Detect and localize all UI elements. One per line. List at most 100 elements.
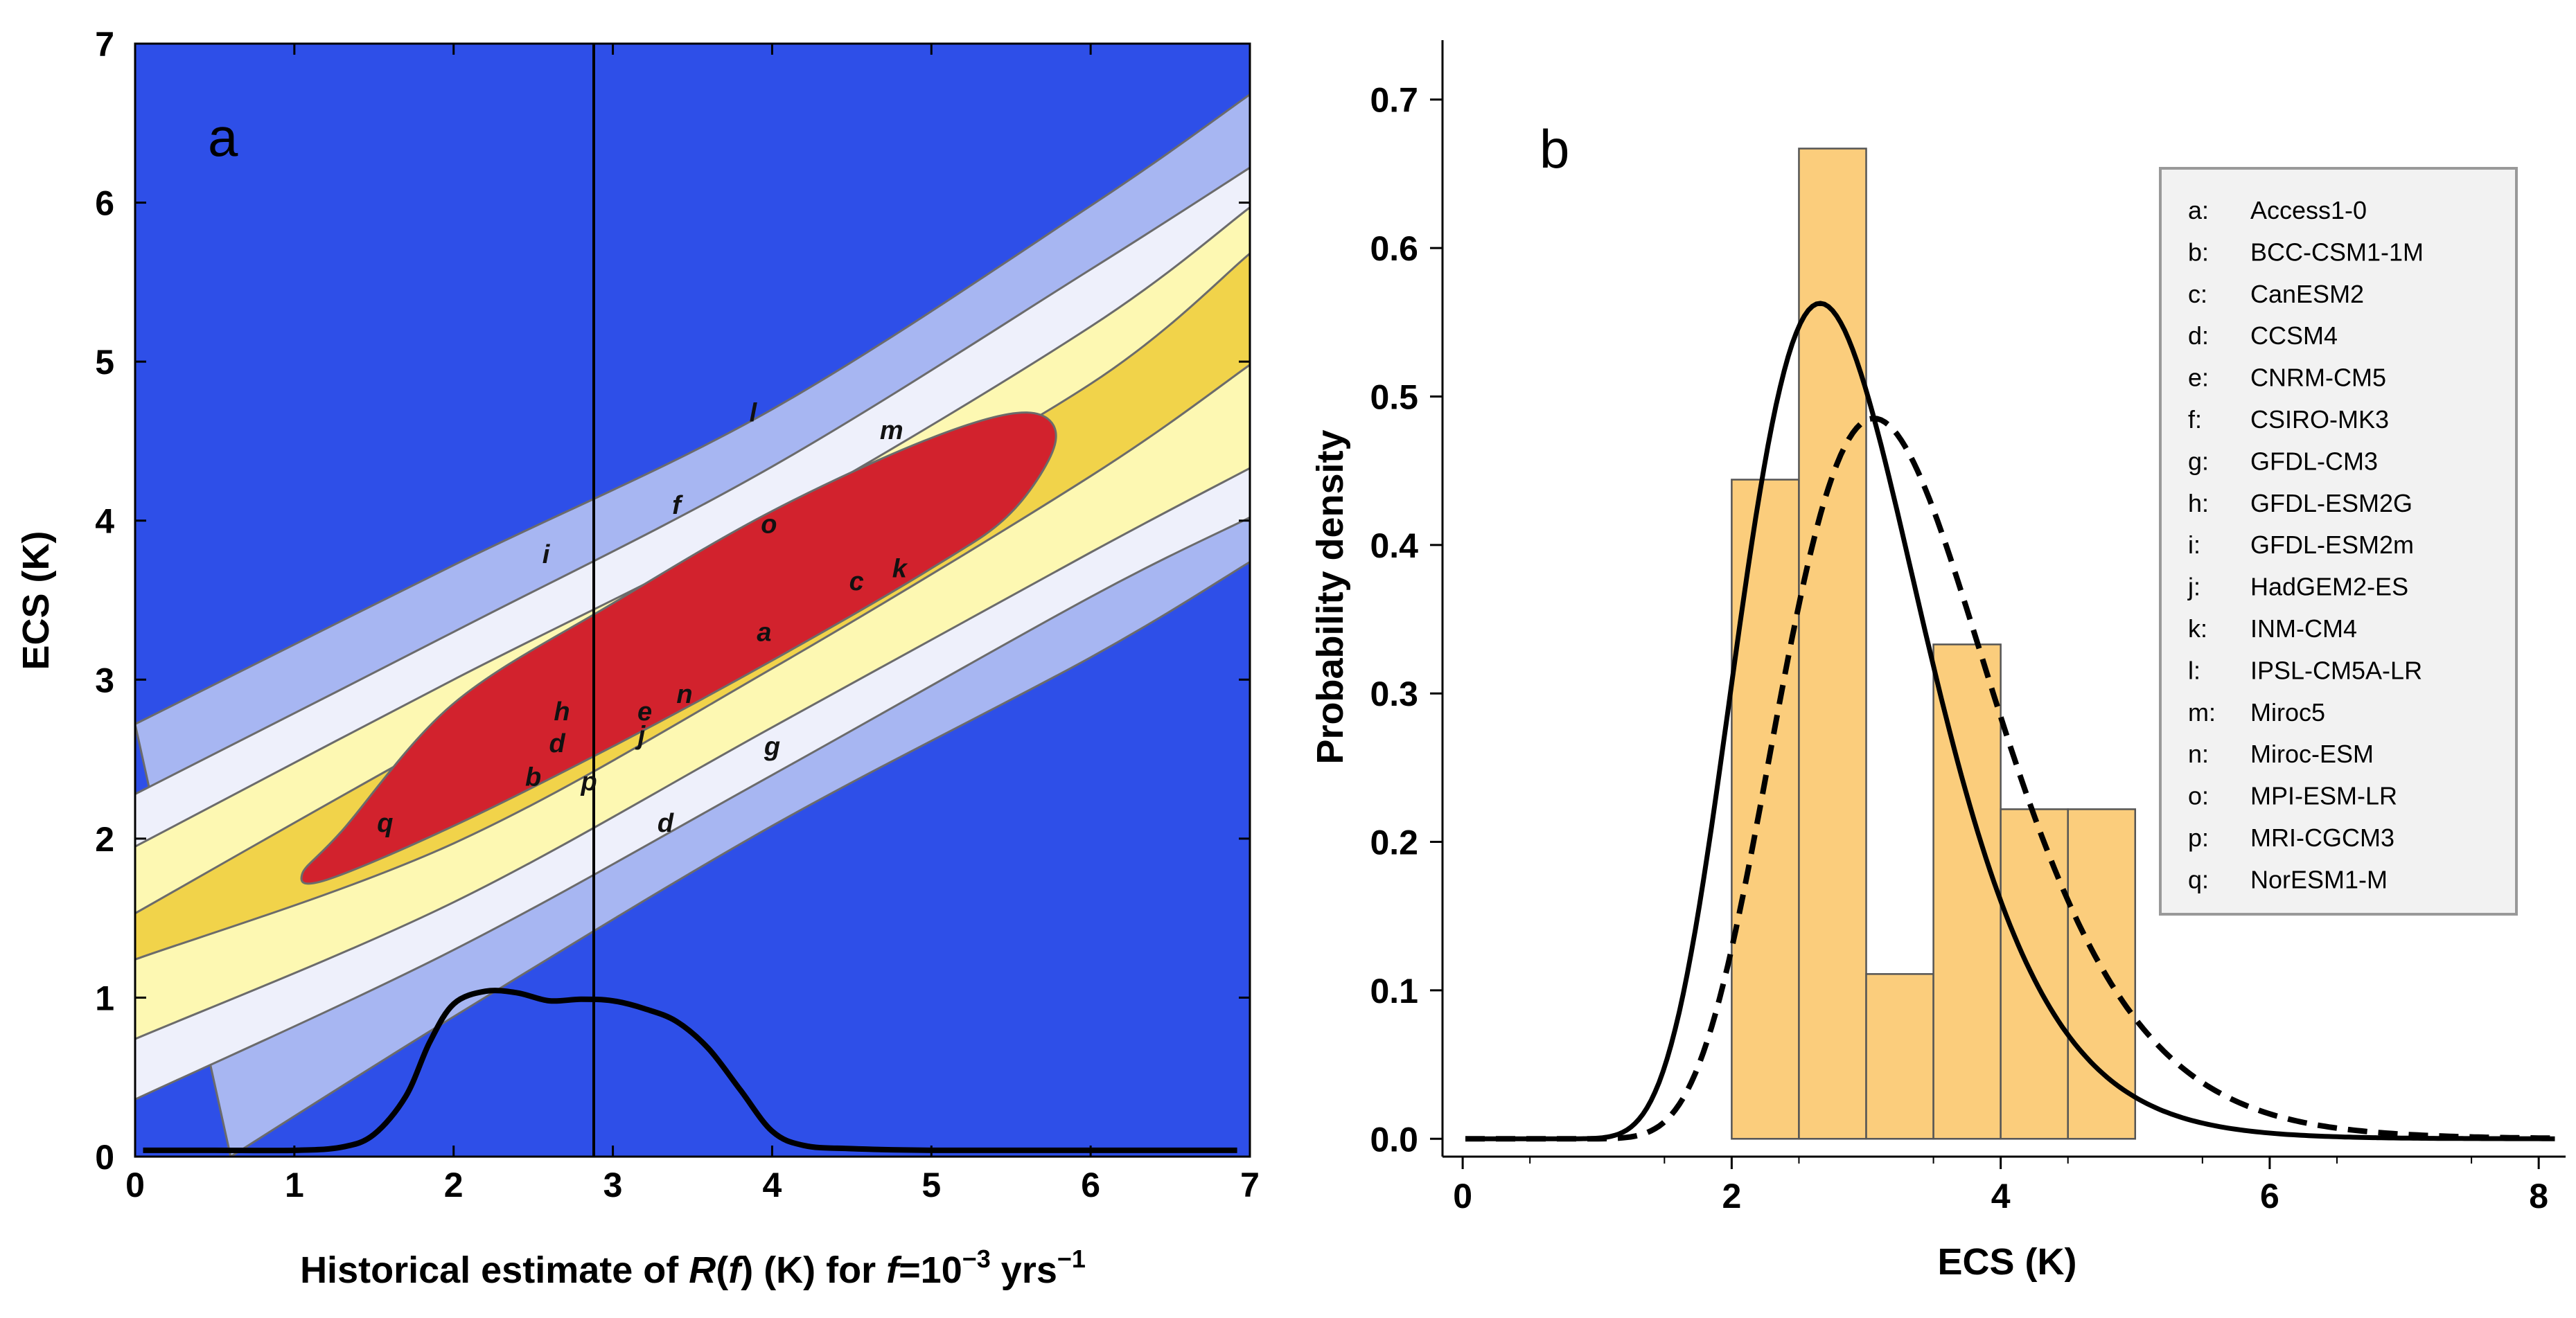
x-label-part: ( xyxy=(716,1249,728,1291)
legend-model-name: Miroc-ESM xyxy=(2250,740,2374,768)
legend-key: i: xyxy=(2188,531,2200,559)
y-tick-label: 1 xyxy=(95,979,114,1017)
model-label: d xyxy=(549,729,566,758)
legend-model-name: GFDL-CM3 xyxy=(2250,447,2378,475)
model-label: b xyxy=(525,763,541,792)
model-label: h xyxy=(554,697,570,727)
legend-key: n: xyxy=(2188,740,2209,768)
legend-key: q: xyxy=(2188,865,2209,893)
legend-model-name: CNRM-CM5 xyxy=(2250,364,2386,392)
model-label: c xyxy=(849,567,864,596)
panel-b-x-axis-label: ECS (K) xyxy=(1938,1241,2077,1283)
y-tick-label: 5 xyxy=(95,343,114,382)
y-tick-label: 0.0 xyxy=(1370,1120,1418,1159)
x-label-part: f xyxy=(886,1249,902,1291)
x-label-part: Historical estimate of xyxy=(300,1249,689,1291)
legend-key: a: xyxy=(2188,196,2209,224)
legend-key: j: xyxy=(2187,573,2200,601)
legend-model-name: CSIRO-MK3 xyxy=(2250,405,2389,434)
legend-key: f: xyxy=(2188,405,2202,434)
legend-model-name: CCSM4 xyxy=(2250,321,2338,350)
y-tick-label: 0.6 xyxy=(1370,229,1418,268)
panel-b-solid-curve xyxy=(1465,301,2555,1141)
legend-key: d: xyxy=(2188,321,2209,350)
legend-rows: a: Access1-0 b: BCC-CSM1-1M c: CanESM2 d: CCSM4… xyxy=(2187,196,2424,893)
panel-b-legend: a: Access1-0 b: BCC-CSM1-1M c: CanESM2 d: CCSM4… xyxy=(2159,167,2518,916)
y-tick-label: 0.7 xyxy=(1370,81,1418,120)
y-tick-label: 0.5 xyxy=(1370,377,1418,416)
legend-model-name: IPSL-CM5A-LR xyxy=(2250,656,2422,684)
panel-b-y-ticks: 0.0 0.1 0.2 0.3 0.4 0.5 0.6 0.7 xyxy=(1370,81,1443,1159)
histogram-bar xyxy=(2067,808,2137,1140)
model-label: e xyxy=(637,697,652,727)
legend-model-name: HadGEM2-ES xyxy=(2250,573,2408,601)
legend-key: h: xyxy=(2188,489,2209,517)
model-label: k xyxy=(892,555,908,584)
y-tick-label: 7 xyxy=(95,25,114,64)
y-tick-label: 6 xyxy=(95,184,114,223)
model-label: p xyxy=(580,767,597,796)
x-tick-label: 4 xyxy=(763,1166,782,1204)
histogram-bar xyxy=(1865,973,1934,1140)
x-tick-label: 0 xyxy=(1453,1177,1472,1215)
legend-model-name: Miroc5 xyxy=(2250,698,2325,727)
y-tick-label: 0.3 xyxy=(1370,675,1418,713)
legend-key: b: xyxy=(2188,238,2209,266)
legend-key: p: xyxy=(2188,823,2209,852)
panel-b-histogram xyxy=(1731,148,2137,1140)
model-label: m xyxy=(880,416,903,445)
model-label: q xyxy=(377,809,393,838)
x-tick-label: 1 xyxy=(285,1166,304,1204)
model-label: j xyxy=(635,722,646,751)
x-label-superscript: −3 xyxy=(962,1245,991,1273)
legend-model-name: GFDL-ESM2m xyxy=(2250,531,2414,559)
legend-model-name: INM-CM4 xyxy=(2250,614,2357,643)
model-label: d xyxy=(658,809,674,838)
legend-key: e: xyxy=(2188,364,2209,392)
legend-box xyxy=(2159,167,2518,916)
x-label-part: R xyxy=(689,1249,716,1291)
panel-b: 0 2 4 6 8 0.0 0.1 0.2 0.3 0.4 0.5 0.6 0.7 b Probabi… xyxy=(1309,40,2566,1283)
legend-key: k: xyxy=(2188,614,2207,643)
legend-model-name: GFDL-ESM2G xyxy=(2250,489,2412,517)
panel-a-x-ticks: 0 1 2 3 4 5 6 7 xyxy=(125,44,1260,1204)
y-tick-label: 0 xyxy=(95,1138,114,1177)
y-tick-label: 3 xyxy=(95,661,114,700)
panel-a-x-axis-label: Historical estimate of R(f) (K) for f=10… xyxy=(300,1245,1086,1291)
panel-a-y-ticks: 0 1 2 3 4 5 6 7 xyxy=(95,25,1250,1177)
y-tick-label: 2 xyxy=(95,820,114,859)
legend-model-name: MPI-ESM-LR xyxy=(2250,782,2397,810)
panel-a-frame xyxy=(134,42,1251,1158)
y-tick-label: 0.2 xyxy=(1370,823,1418,862)
legend-key: g: xyxy=(2188,447,2209,475)
model-label: a xyxy=(757,618,771,647)
x-tick-label: 7 xyxy=(1240,1166,1260,1204)
x-tick-label: 6 xyxy=(1081,1166,1100,1204)
x-tick-label: 4 xyxy=(1991,1177,2011,1215)
model-label: l xyxy=(750,399,758,428)
legend-key: m: xyxy=(2188,698,2216,727)
legend-model-name: MRI-CGCM3 xyxy=(2250,823,2394,852)
panel-b-label: b xyxy=(1540,118,1569,179)
x-label-part: =10 xyxy=(899,1249,962,1291)
y-tick-label: 0.1 xyxy=(1370,972,1418,1010)
y-tick-label: 4 xyxy=(95,502,114,541)
panel-b-x-ticks: 0 2 4 6 8 xyxy=(1453,1157,2548,1215)
panel-b-y-axis-label: Probability density xyxy=(1309,429,1351,764)
histogram-bar xyxy=(1932,643,2002,1140)
model-label: f xyxy=(672,491,683,520)
legend-key: c: xyxy=(2188,280,2207,308)
panel-a-label: a xyxy=(208,107,238,168)
legend-model-name: Access1-0 xyxy=(2250,196,2367,224)
legend-model-name: NorESM1-M xyxy=(2250,865,2388,893)
legend-key: o: xyxy=(2188,782,2209,810)
x-tick-label: 8 xyxy=(2529,1177,2548,1215)
panel-a-density-curve xyxy=(143,988,1237,1154)
x-tick-label: 2 xyxy=(444,1166,464,1204)
x-tick-label: 0 xyxy=(125,1166,145,1204)
x-label-part: yrs xyxy=(991,1249,1057,1291)
